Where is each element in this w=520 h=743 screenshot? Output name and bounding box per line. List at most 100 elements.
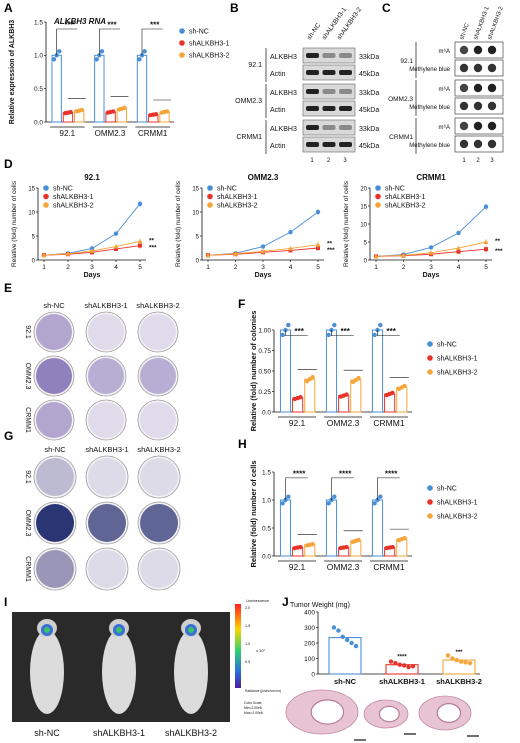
dot [459,45,469,55]
chart-title: CRMM1 [416,173,446,182]
data-point [428,250,434,255]
dish-stain [140,504,178,542]
y-tick-label: 0.0 [262,409,271,416]
data-point [397,662,402,667]
blot-band [339,106,352,111]
row-label: CRMM1 [24,407,31,433]
x-tick-label: 3 [429,264,433,271]
blot-band [339,53,352,58]
data-point [114,246,118,251]
x-tick-label: 3 [90,264,94,271]
data-point [336,628,341,633]
panel-letter-e: E [4,281,12,295]
y-tick-label: 0.25 [258,389,271,396]
significance-stars: **** [397,655,407,661]
data-point [372,501,377,506]
legend-label: shALKBH3-1 [437,356,478,363]
data-point [142,49,147,54]
colony-dish-grid: sh-NC shALKBH3-1 shALKBH3-2 92.1 OMM2.3 CRMM1 [24,301,180,441]
significance-bracket [331,330,354,337]
data-point [332,322,337,328]
bar [279,329,292,413]
invasion-dish-grid: sh-NC shALKBH3-1 shALKBH3-2 92.1 OMM2.3 CRMM1 [24,445,181,591]
y-tick-label: 10 [360,222,367,228]
dish-stain [36,402,72,438]
row-label: m⁶A [439,86,450,93]
color-scale-note: Color Scale [244,701,262,705]
legend-marker [427,485,433,491]
data-point [288,245,293,251]
luminescence-core [44,627,50,633]
category-label: CRMM1 [138,129,168,138]
row-label: Methylene blue [409,105,450,111]
significance-stars: *** [495,248,503,255]
protein-label: ALKBH3 [270,54,297,61]
dish-stain [88,504,126,542]
row-label: Methylene blue [409,143,450,149]
color-scale-tick: 0.5 [245,660,250,664]
column-label: sh-NC [43,301,65,310]
bar [325,329,338,413]
blot-band [322,125,336,130]
y-tick-label: 0 [364,258,368,264]
lane-label: sh-NC [306,22,322,41]
cell-line-label: 92.1 [248,62,262,69]
y-tick-label: 15 [360,204,367,210]
bar [325,499,338,557]
data-point [456,249,461,254]
data-point [428,245,434,250]
legend-marker [43,185,49,191]
dish-stain [88,314,124,350]
culture-dish [137,399,179,441]
significance-bracket [377,477,400,500]
legend-label: shALKBH3-2 [437,514,478,521]
y-tick-label: 100 [304,656,315,663]
data-point [340,634,345,639]
significance-stars: *** [294,327,304,336]
culture-dish [137,311,179,353]
data-point [345,637,350,643]
chart-j-tumor-weight: 0 100 200 300 400 sh-NC **** shALKBH3-1 *** shALK… [290,602,482,686]
data-point [459,659,464,664]
blot-band [322,142,336,147]
dot [487,83,497,93]
data-point [406,664,411,670]
x-tick-label: 1 [206,264,210,271]
blot-band [322,70,336,75]
data-point [164,109,170,114]
data-point [454,657,459,663]
data-point [94,57,99,62]
luminescence-core [116,627,122,633]
culture-dish [137,455,181,499]
significance-bracket [285,477,308,500]
color-scale-unit: Radiance (p/sec/cm²/sr) [245,689,281,693]
data-point [402,535,407,541]
data-point [456,245,461,251]
dot [459,121,469,131]
significance-bracket [141,28,163,56]
data-point [402,383,407,389]
color-scale-note: Min=2.00e6 [244,706,262,710]
data-point [349,640,354,646]
y-tick-label: 0.75 [258,348,271,355]
data-point [286,322,291,328]
data-point [153,112,159,117]
lane-label: sh-NC [459,22,471,41]
blot-band [339,125,352,130]
legend-label: sh-NC [437,486,457,493]
legend-marker [375,185,381,191]
cell-line-label: OMM2.3 [235,98,262,105]
panel-letter-f: F [238,297,245,311]
protein-label: Actin [270,107,286,114]
data-point [410,664,416,669]
dot [473,139,483,149]
eye-lumen [310,699,345,725]
panel-letter-i: I [4,595,7,609]
cell-line-label: CRMM1 [389,134,413,141]
chart-h-invasion-cells: 0.0 0.5 1.0 1.5 **** 92.1 **** OMM2.3 **** CRMM1 R… [249,460,478,572]
mouse-body [102,630,136,714]
x-axis-label: Days [423,272,440,279]
culture-dish [33,455,77,499]
mouse-label: shALKBH3-2 [165,728,217,738]
legend-marker [375,202,381,208]
